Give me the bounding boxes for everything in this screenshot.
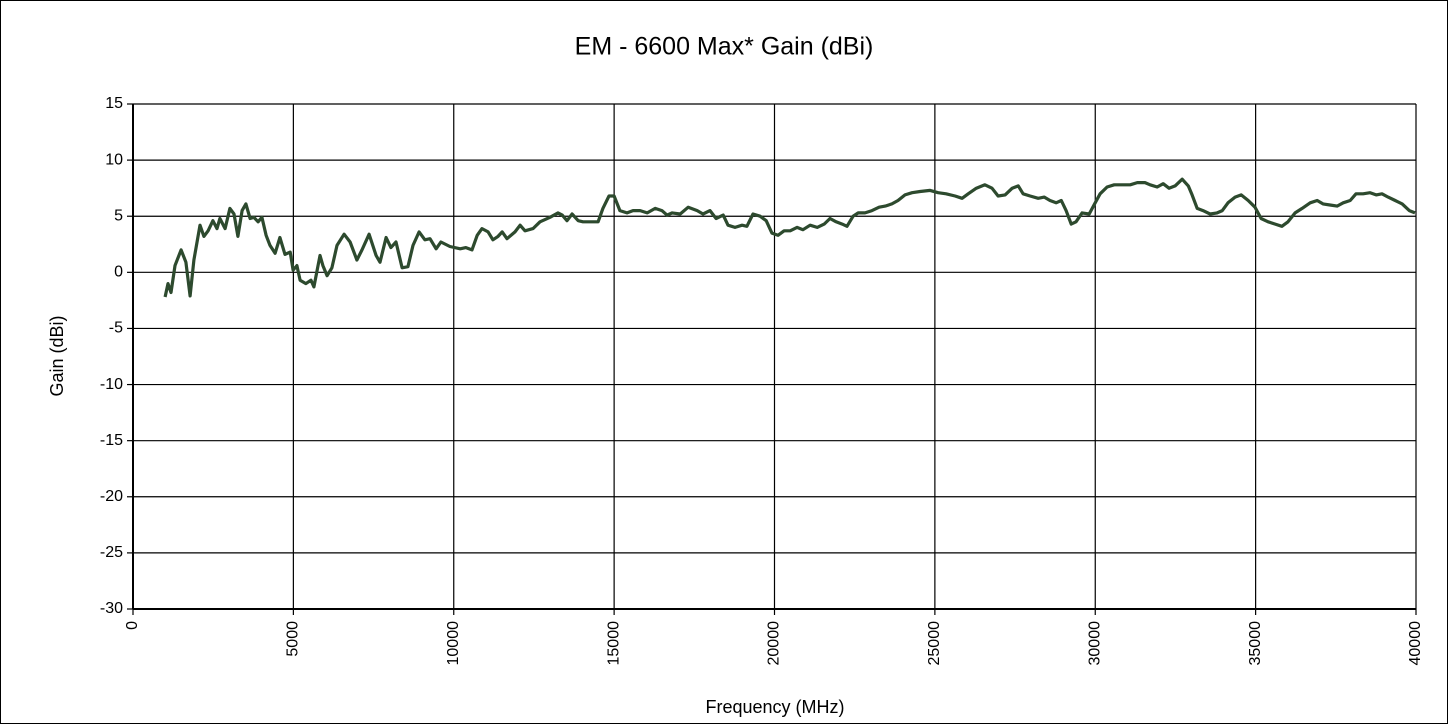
y-tick-label: -5 — [109, 320, 123, 337]
y-tick-label: 5 — [114, 207, 123, 224]
y-tick-label: -25 — [100, 544, 123, 561]
x-tick-label: 20000 — [766, 621, 783, 666]
x-tick-label: 35000 — [1247, 621, 1264, 666]
x-tick-label: 0 — [124, 621, 141, 630]
x-tick-label: 25000 — [926, 621, 943, 666]
y-tick-label: -30 — [100, 600, 123, 617]
data-line — [163, 177, 1416, 298]
y-tick-label: -10 — [100, 376, 123, 393]
x-tick-label: 5000 — [285, 621, 302, 657]
y-axis-label: Gain (dBi) — [47, 315, 67, 396]
x-axis-label: Frequency (MHz) — [705, 697, 844, 717]
y-tick-label: 15 — [105, 95, 123, 112]
y-tick-label: 10 — [105, 151, 123, 168]
x-tick-label: 10000 — [445, 621, 462, 666]
chart-title: EM - 6600 Max* Gain (dBi) — [575, 33, 874, 61]
x-tick-label: 30000 — [1086, 621, 1103, 666]
x-tick-label: 15000 — [605, 621, 622, 666]
y-tick-label: 0 — [114, 264, 123, 281]
y-tick-label: -15 — [100, 432, 123, 449]
y-tick-label: -20 — [100, 488, 123, 505]
x-tick-label: 40000 — [1407, 621, 1424, 666]
